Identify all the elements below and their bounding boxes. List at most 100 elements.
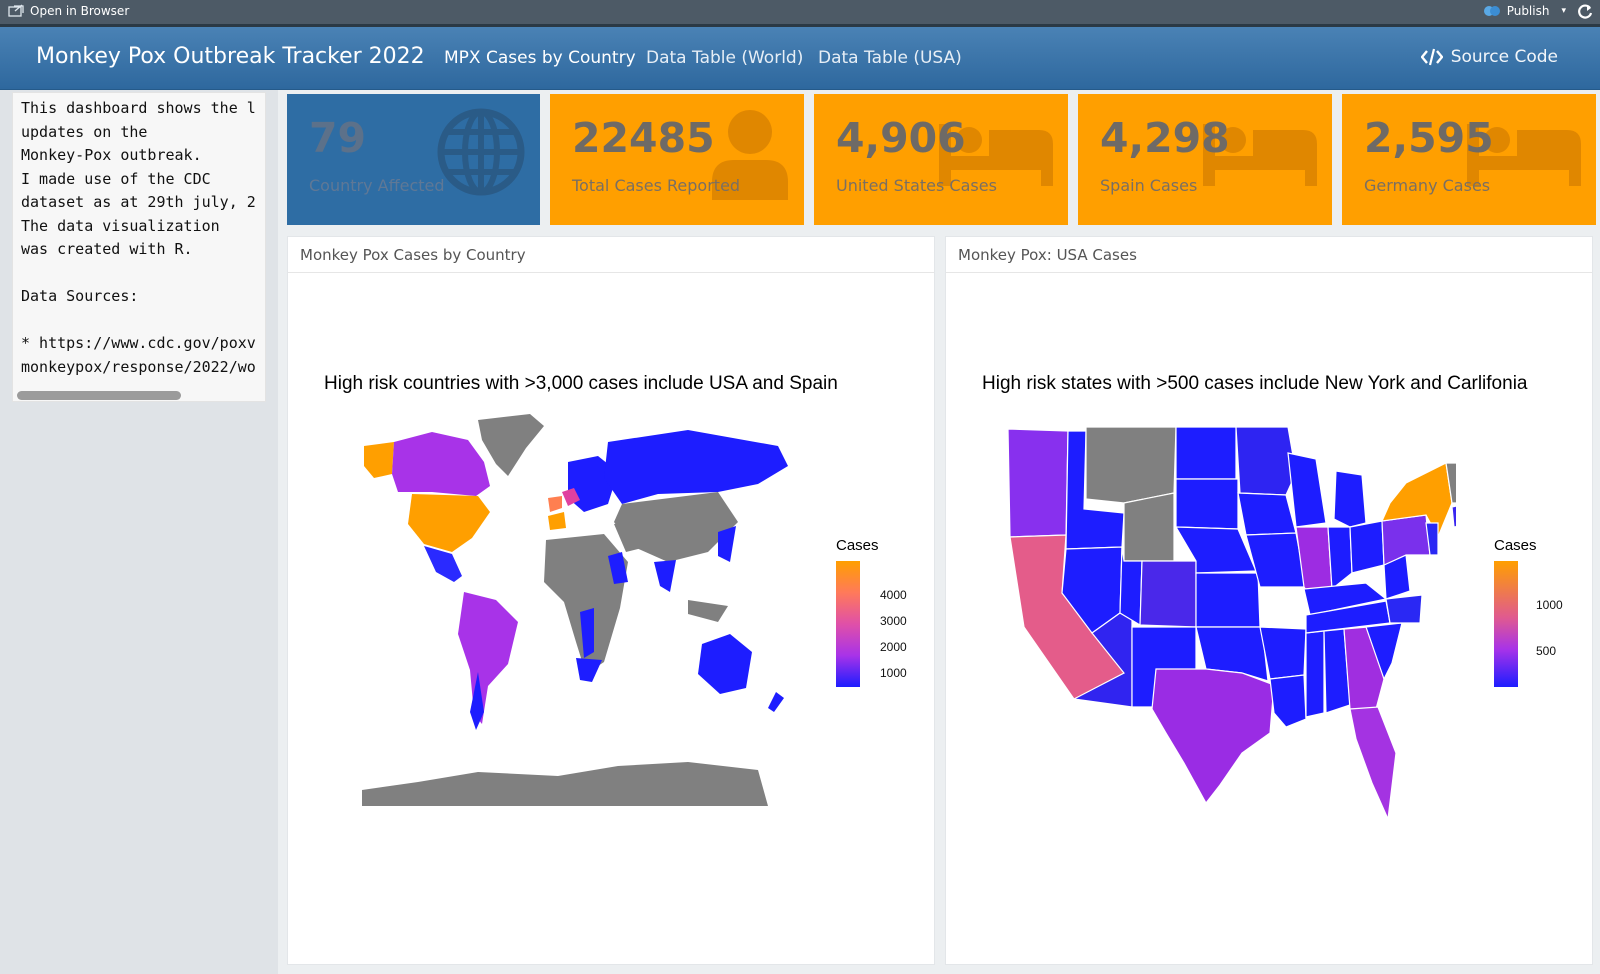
map-region <box>364 442 394 478</box>
legend-title: Cases <box>836 537 879 554</box>
code-icon <box>1420 48 1443 66</box>
map-region <box>768 692 784 712</box>
browser-icon <box>8 4 24 17</box>
map-region <box>1174 526 1257 574</box>
bed-icon <box>939 124 1053 186</box>
value-box-caption: United States Cases <box>836 176 997 195</box>
map-region <box>718 526 736 562</box>
plot-title: High risk countries with >3,000 cases in… <box>324 373 838 394</box>
map-region <box>580 608 594 658</box>
globe-icon <box>437 108 525 196</box>
source-code-link[interactable]: Source Code <box>1420 47 1558 67</box>
chevron-down-icon: ▾ <box>1561 6 1566 16</box>
value-box-value: 2,595 <box>1364 114 1494 162</box>
sidebar: This dashboard shows the l updates on th… <box>0 90 278 974</box>
legend-tick: 1000 <box>880 666 907 680</box>
plot-title: High risk states with >500 cases include… <box>982 373 1528 394</box>
value-box-countries: 79 Country Affected <box>287 94 540 225</box>
dashboard-title: Monkey Pox Outbreak Tracker 2022 <box>36 44 425 69</box>
map-region <box>698 634 752 694</box>
legend-title: Cases <box>1494 537 1537 554</box>
tab-data-table-world[interactable]: Data Table (World) <box>646 48 804 68</box>
map-region <box>1237 492 1297 536</box>
map-region <box>1327 526 1353 591</box>
publish-icon <box>1483 6 1500 16</box>
map-region <box>1305 630 1325 718</box>
map-region <box>576 658 602 682</box>
map-region <box>1451 505 1456 528</box>
dashboard-navbar: Monkey Pox Outbreak Tracker 2022 MPX Cas… <box>0 27 1600 90</box>
value-box-caption: Total Cases Reported <box>572 176 741 195</box>
usa-map-card: Monkey Pox: USA Cases High risk states w… <box>945 236 1593 965</box>
map-region <box>1385 594 1423 624</box>
map-region <box>1349 520 1385 574</box>
legend-color-bar <box>1494 561 1518 687</box>
map-region <box>470 672 484 730</box>
usa-map <box>1007 426 1456 822</box>
bed-icon <box>1203 124 1317 186</box>
card-header: Monkey Pox Cases by Country <box>288 237 934 273</box>
publish-button[interactable]: Publish ▾ <box>1483 4 1566 18</box>
legend-color-bar <box>836 561 860 687</box>
tab-mpx-cases-by-country[interactable]: MPX Cases by Country <box>444 48 636 68</box>
value-box-value: 4,906 <box>836 114 966 162</box>
map-region <box>1151 668 1275 805</box>
horizontal-scrollbar[interactable] <box>17 391 181 400</box>
map-region <box>1195 626 1269 682</box>
map-region <box>1139 560 1197 628</box>
map-region <box>1007 428 1069 538</box>
open-in-browser-button[interactable]: Open in Browser <box>8 4 129 18</box>
viewer-toolbar: Open in Browser Publish ▾ <box>0 0 1600 24</box>
sidebar-text-panel[interactable]: This dashboard shows the l updates on th… <box>12 92 266 402</box>
map-region <box>548 496 562 512</box>
legend-tick: 3000 <box>880 614 907 628</box>
map-region <box>362 762 768 806</box>
map-region <box>1365 622 1403 681</box>
tab-data-table-usa[interactable]: Data Table (USA) <box>818 48 962 68</box>
value-box-spain-cases: 4,298 Spain Cases <box>1078 94 1332 225</box>
viewer-divider <box>0 24 1600 27</box>
user-icon <box>712 110 788 200</box>
map-region <box>654 560 676 592</box>
map-region <box>1349 706 1397 822</box>
legend-tick: 1000 <box>1536 598 1563 612</box>
value-box-total-cases: 22485 Total Cases Reported <box>550 94 804 225</box>
map-region <box>1085 426 1177 504</box>
world-map <box>362 414 788 806</box>
value-box-germany-cases: 2,595 Germany Cases <box>1342 94 1596 225</box>
map-region <box>478 414 544 476</box>
map-region <box>1425 522 1439 556</box>
map-region <box>1445 462 1456 504</box>
map-region <box>562 488 580 506</box>
map-region <box>1175 478 1239 530</box>
map-region <box>688 600 728 622</box>
legend-tick: 2000 <box>880 640 907 654</box>
map-region <box>1123 492 1175 562</box>
value-box-caption: Spain Cases <box>1100 176 1198 195</box>
map-region <box>458 592 518 724</box>
map-region <box>1269 674 1307 728</box>
card-header: Monkey Pox: USA Cases <box>946 237 1592 273</box>
map-region <box>604 430 788 504</box>
value-box-value: 79 <box>309 114 367 162</box>
map-region <box>392 432 490 496</box>
value-box-us-cases: 4,906 United States Cases <box>814 94 1068 225</box>
legend-tick: 500 <box>1536 644 1557 658</box>
map-region <box>548 512 566 530</box>
sidebar-description: This dashboard shows the l updates on th… <box>21 99 256 376</box>
source-code-label: Source Code <box>1450 47 1558 67</box>
map-region <box>424 546 462 582</box>
bed-icon <box>1467 124 1581 186</box>
map-region <box>1195 572 1261 628</box>
map-region <box>544 534 628 674</box>
refresh-icon[interactable] <box>1576 3 1594 21</box>
publish-label: Publish <box>1506 4 1550 18</box>
map-region <box>408 494 490 552</box>
open-in-browser-label: Open in Browser <box>30 4 130 18</box>
value-box-value: 4,298 <box>1100 114 1230 162</box>
map-region <box>1287 452 1327 528</box>
map-region <box>608 552 628 584</box>
world-map-card: Monkey Pox Cases by Country High risk co… <box>287 236 935 965</box>
legend-tick: 4000 <box>880 588 907 602</box>
map-region <box>1333 470 1367 528</box>
